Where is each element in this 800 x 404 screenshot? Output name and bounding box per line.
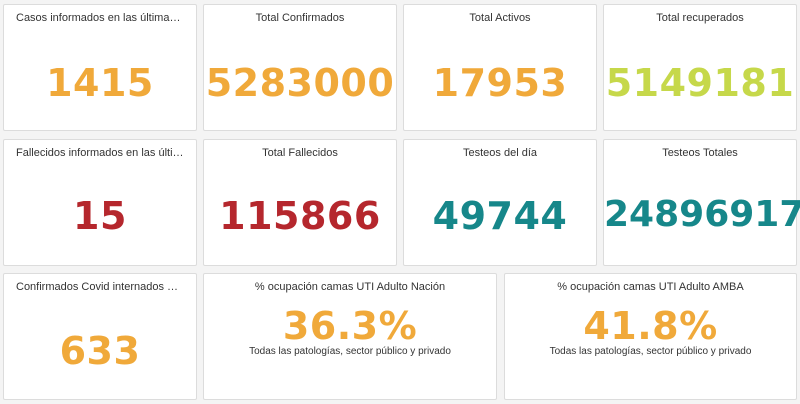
card-title: Testeos del día [463, 147, 537, 159]
card-testeos-totales: Testeos Totales 24896917 [603, 139, 800, 266]
card-title: Total Fallecidos [262, 147, 338, 159]
card-value: 49744 [432, 194, 568, 238]
card-title: Fallecidos informados en las últim... [16, 147, 191, 159]
card-subtitle: Todas las patologías, sector público y p… [549, 346, 752, 357]
card-subtitle: Todas las patologías, sector público y p… [249, 346, 451, 357]
card-total-recuperados: Total recuperados 5149181 [603, 4, 797, 131]
card-fallecidos-ultimas-24h: Fallecidos informados en las últim... 15 [3, 139, 197, 266]
card-value: 36.3% [282, 304, 418, 348]
card-value: 24896917 [604, 194, 800, 235]
card-value: 115866 [219, 194, 381, 238]
card-value: 5149181 [605, 61, 795, 105]
card-value: 5283000 [205, 61, 395, 105]
card-ocupacion-uti-nacion: % ocupación camas UTI Adulto Nación 36.3… [203, 273, 497, 400]
card-total-confirmados: Total Confirmados 5283000 [203, 4, 397, 131]
card-internados-uti: Confirmados Covid internados UTI 633 [3, 273, 197, 400]
card-title: % ocupación camas UTI Adulto AMBA [557, 281, 744, 293]
card-title: Confirmados Covid internados UTI [16, 281, 185, 293]
card-value: 15 [73, 194, 127, 238]
card-title: Total Confirmados [255, 12, 345, 24]
card-title: % ocupación camas UTI Adulto Nación [254, 281, 446, 293]
card-total-fallecidos: Total Fallecidos 115866 [203, 139, 397, 266]
card-testeos-del-dia: Testeos del día 49744 [403, 139, 597, 266]
card-total-activos: Total Activos 17953 [403, 4, 597, 131]
card-value: 633 [59, 329, 141, 373]
card-title: Testeos Totales [662, 147, 738, 159]
card-title: Casos informados en las últimas 2... [16, 12, 194, 24]
card-value: 41.8% [583, 304, 718, 348]
card-title: Total Activos [469, 12, 531, 24]
card-value: 17953 [432, 61, 568, 105]
card-value: 1415 [46, 61, 154, 105]
card-ocupacion-uti-amba: % ocupación camas UTI Adulto AMBA 41.8% … [504, 273, 797, 400]
card-title: Total recuperados [656, 12, 744, 24]
card-casos-ultimas-24h: Casos informados en las últimas 2... 141… [3, 4, 197, 131]
